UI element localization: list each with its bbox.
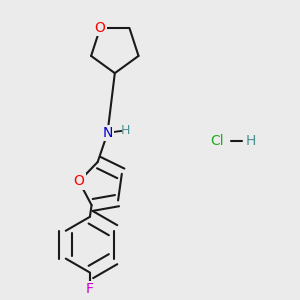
Text: N: N — [102, 126, 113, 140]
Text: Cl: Cl — [211, 134, 224, 148]
Text: H: H — [246, 134, 256, 148]
Text: F: F — [86, 282, 94, 296]
Text: H: H — [121, 124, 130, 137]
Text: O: O — [74, 174, 84, 188]
Text: O: O — [95, 21, 106, 35]
